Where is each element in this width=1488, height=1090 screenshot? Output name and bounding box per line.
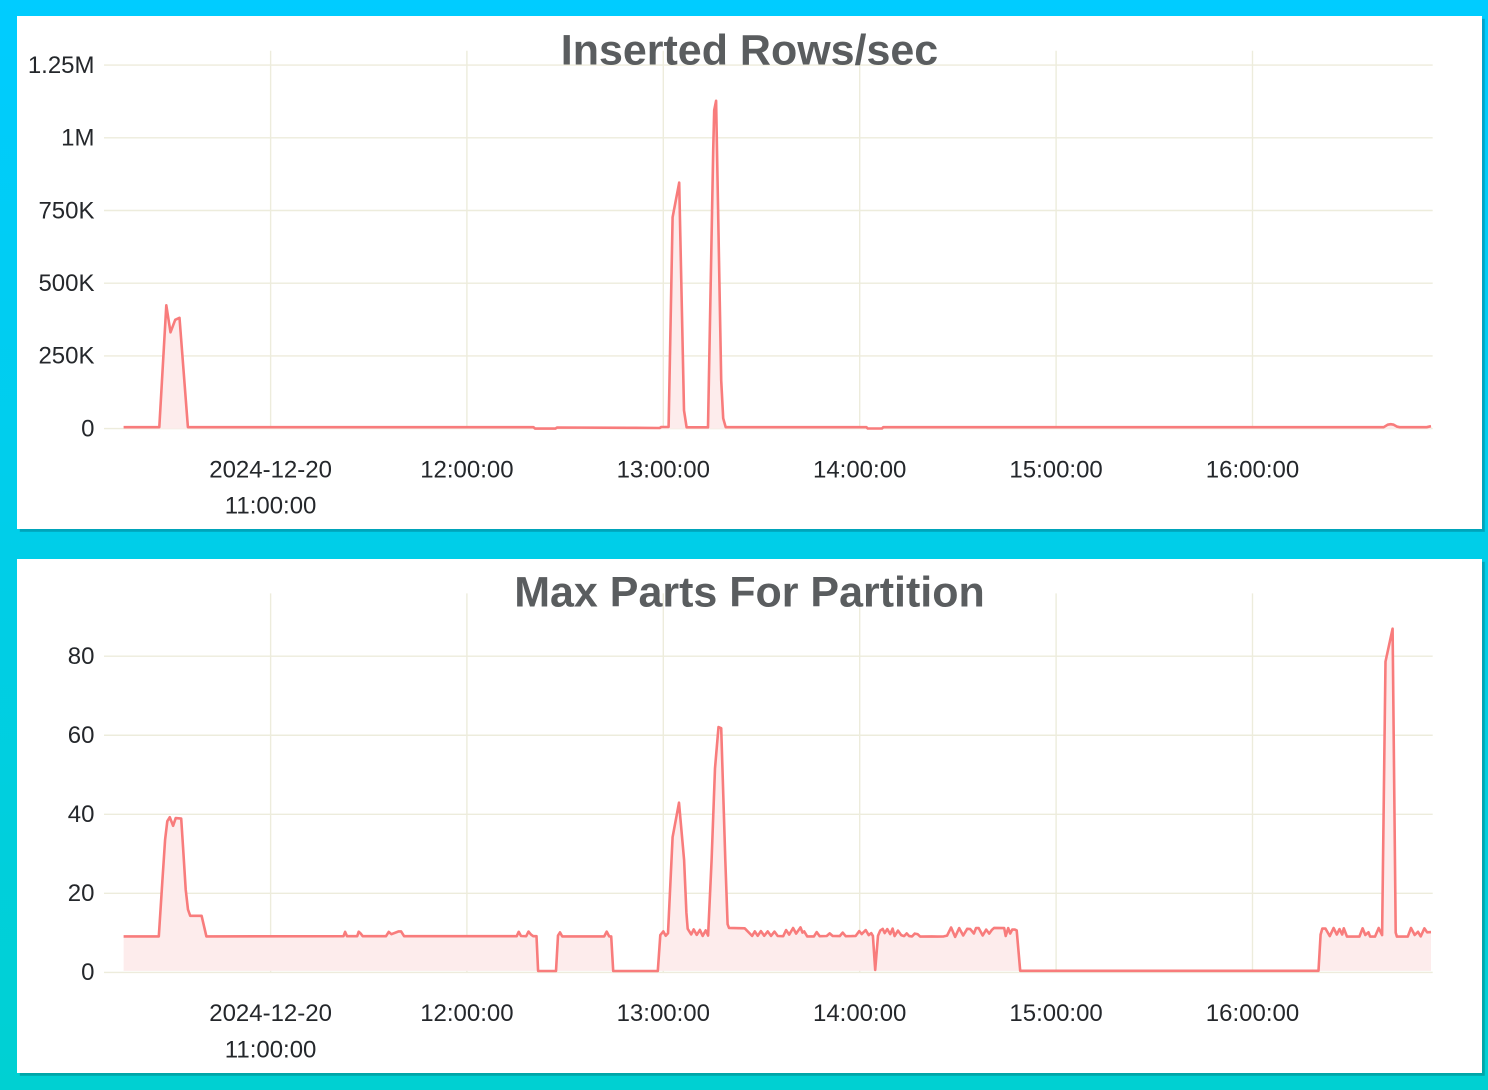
svg-text:16:00:00: 16:00:00: [1206, 456, 1299, 483]
svg-text:2024-12-20: 2024-12-20: [210, 1001, 333, 1028]
svg-text:0: 0: [81, 415, 94, 442]
svg-text:40: 40: [68, 801, 95, 828]
svg-text:0: 0: [81, 960, 94, 987]
svg-text:1M: 1M: [61, 124, 94, 151]
svg-text:15:00:00: 15:00:00: [1010, 1001, 1103, 1028]
svg-text:11:00:00: 11:00:00: [225, 1037, 317, 1064]
svg-text:500K: 500K: [39, 270, 95, 297]
svg-text:80: 80: [68, 643, 95, 670]
svg-text:1.25M: 1.25M: [28, 52, 95, 79]
svg-text:11:00:00: 11:00:00: [225, 492, 317, 519]
svg-text:60: 60: [68, 722, 95, 749]
svg-text:13:00:00: 13:00:00: [617, 1001, 710, 1028]
svg-text:Inserted Rows/sec: Inserted Rows/sec: [561, 26, 938, 74]
svg-text:12:00:00: 12:00:00: [421, 456, 514, 483]
svg-text:16:00:00: 16:00:00: [1206, 1001, 1299, 1028]
svg-text:Max Parts For Partition: Max Parts For Partition: [515, 569, 986, 617]
svg-text:13:00:00: 13:00:00: [617, 456, 710, 483]
svg-text:250K: 250K: [39, 342, 95, 369]
svg-text:750K: 750K: [39, 197, 95, 224]
svg-text:15:00:00: 15:00:00: [1010, 456, 1103, 483]
svg-text:12:00:00: 12:00:00: [421, 1001, 514, 1028]
svg-text:20: 20: [68, 881, 95, 908]
svg-text:14:00:00: 14:00:00: [813, 456, 906, 483]
svg-text:14:00:00: 14:00:00: [813, 1001, 906, 1028]
svg-text:2024-12-20: 2024-12-20: [210, 456, 333, 483]
